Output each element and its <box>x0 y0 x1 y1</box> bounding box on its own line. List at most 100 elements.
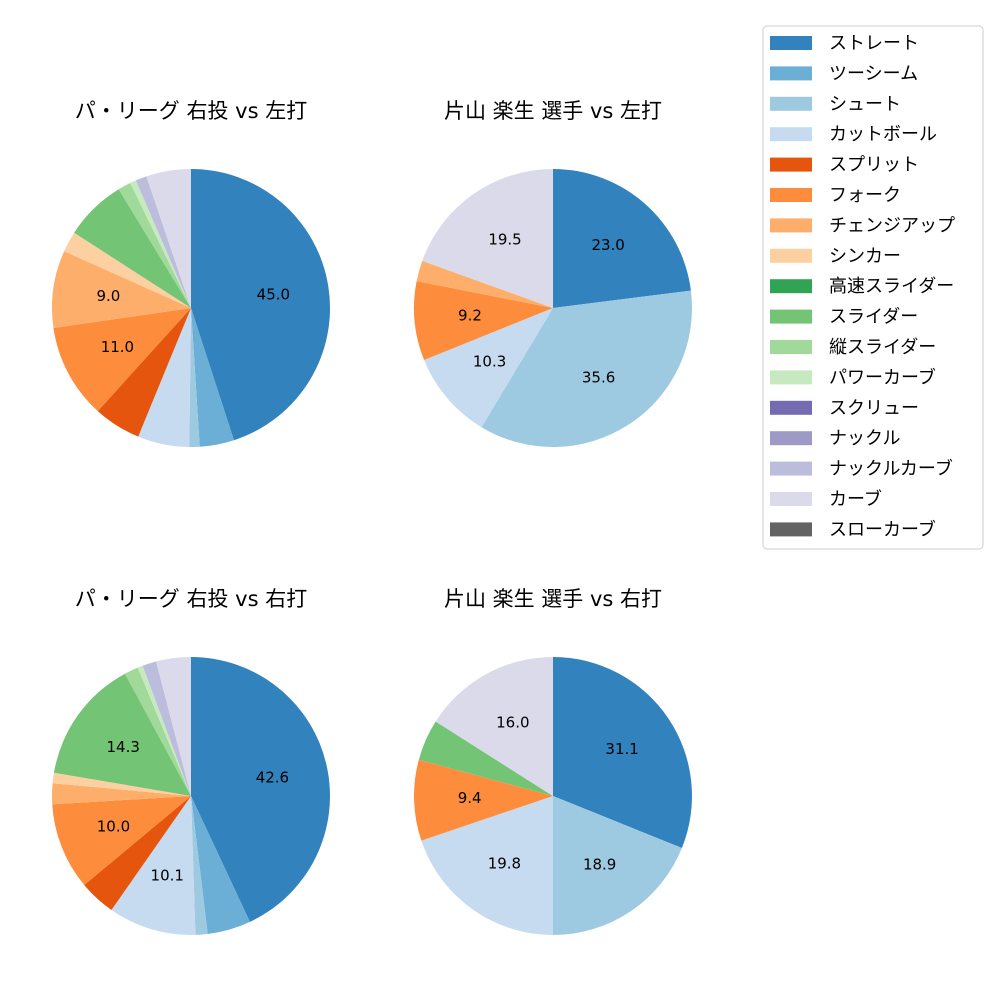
pie-slice <box>422 169 553 308</box>
pie-slice <box>481 290 692 448</box>
legend-label: フォーク <box>829 185 901 206</box>
pie-slice <box>97 308 191 437</box>
legend-frame <box>762 25 984 550</box>
pie-charts: パ・リーグ 右投 vs 左打 45.0 11.0 9.0 片山 楽生 選手 vs 左打 2… <box>51 99 692 936</box>
slice-label: 42.6 <box>256 768 289 786</box>
legend-label: 縦スライダー <box>829 337 936 358</box>
legend-swatch <box>770 127 812 142</box>
legend-swatch <box>770 461 812 476</box>
legend-label: シンカー <box>829 246 901 267</box>
pie-slice <box>156 657 191 796</box>
pie-slice <box>53 308 192 412</box>
legend-swatch <box>770 400 812 415</box>
pie-slice <box>191 796 208 935</box>
pie-slice <box>124 667 191 796</box>
pie-slice <box>553 796 682 935</box>
legend-swatch <box>770 248 812 263</box>
slice-label: 31.1 <box>605 740 638 758</box>
legend: ストレートツーシームシュートカットボールスプリットフォークチェンジアップシンカー… <box>762 25 984 550</box>
legend-label: ストレート <box>829 33 919 54</box>
legend-swatch <box>770 188 812 202</box>
pie-slice <box>130 180 191 308</box>
legend-label: カーブ <box>829 488 882 510</box>
legend-label: スプリット <box>829 155 919 176</box>
pie-slice <box>553 169 691 308</box>
legend-label: スライダー <box>829 307 918 328</box>
pie-slice <box>51 783 191 805</box>
pie-slice <box>52 772 192 796</box>
slice-label: 10.1 <box>151 866 184 884</box>
pie-slice <box>53 673 192 796</box>
pie-slice <box>111 796 196 936</box>
legend-swatch <box>770 492 812 506</box>
legend-swatch <box>770 218 812 233</box>
legend-label: ナックルカーブ <box>829 458 953 480</box>
pie-slice <box>137 665 191 796</box>
legend-swatch <box>770 370 812 385</box>
pie-slice <box>435 657 553 796</box>
legend-swatch <box>770 340 812 354</box>
pie-slice <box>52 251 191 329</box>
pie-slice <box>413 759 553 841</box>
pie-3: パ・リーグ 右投 vs 右打 42.6 10.1 10.0 14.3 <box>51 587 330 936</box>
pie-slice <box>414 281 553 360</box>
pie-2: 片山 楽生 選手 vs 左打 23.0 35.6 10.3 9.2 19.5 <box>414 99 692 448</box>
legend-label: シュート <box>829 94 901 115</box>
pie-slice <box>418 721 553 796</box>
legend-label: カットボール <box>829 124 937 145</box>
legend-label: パワーカーブ <box>829 366 936 388</box>
legend-swatch <box>770 96 812 111</box>
pie-slice <box>421 796 553 935</box>
slice-label: 10.0 <box>97 817 130 835</box>
slice-label: 35.6 <box>582 368 615 386</box>
slice-label: 9.4 <box>458 789 482 807</box>
slice-label: 14.3 <box>107 738 140 756</box>
pie-slice <box>191 796 250 934</box>
legend-label: ツーシーム <box>829 63 918 84</box>
pie-title: パ・リーグ 右投 vs 左打 <box>75 99 307 123</box>
pie-4: 片山 楽生 選手 vs 右打 31.1 18.9 19.8 9.4 16.0 <box>413 587 692 935</box>
pie-slice <box>189 308 200 448</box>
pie-slice <box>191 308 234 447</box>
legend-label: 高速スライダー <box>829 276 954 297</box>
pie-slice <box>64 232 191 308</box>
pie-slice <box>52 796 191 886</box>
pie-slice <box>138 308 191 447</box>
pie-slice <box>424 308 553 428</box>
pie-slice <box>191 169 331 441</box>
legend-label: スクリュー <box>829 398 919 419</box>
legend-swatch <box>770 431 812 446</box>
pie-slice <box>553 657 692 848</box>
pie-title: パ・リーグ 右投 vs 右打 <box>75 587 307 611</box>
slice-label: 9.0 <box>96 287 120 305</box>
legend-swatch <box>770 522 812 537</box>
slice-label: 18.9 <box>583 856 616 874</box>
pie-slice <box>142 661 191 796</box>
pie-slice <box>84 796 191 910</box>
slice-label: 11.0 <box>101 338 134 356</box>
slice-label: 23.0 <box>591 236 624 254</box>
slice-label: 19.5 <box>488 230 521 248</box>
pie-slice <box>416 260 553 308</box>
pie-slice <box>191 657 330 922</box>
slice-label: 19.8 <box>488 854 521 872</box>
legend-label: ナックル <box>829 428 900 449</box>
legend-swatch <box>770 279 812 294</box>
legend-label: チェンジアップ <box>829 215 955 236</box>
legend-swatch <box>770 66 812 81</box>
legend-swatch <box>770 36 812 50</box>
slice-label: 16.0 <box>496 713 529 731</box>
pie-title: 片山 楽生 選手 vs 右打 <box>444 587 662 611</box>
pie-slice <box>146 169 191 308</box>
legend-label: スローカーブ <box>829 518 936 540</box>
pie-title: 片山 楽生 選手 vs 左打 <box>444 99 662 123</box>
legend-swatch <box>770 309 812 324</box>
slice-label: 45.0 <box>257 285 290 303</box>
slice-label: 9.2 <box>458 306 482 324</box>
pie-1: パ・リーグ 右投 vs 左打 45.0 11.0 9.0 <box>52 99 331 448</box>
pie-slice <box>74 189 191 308</box>
slice-label: 10.3 <box>473 353 506 371</box>
pie-slice <box>118 182 191 308</box>
pie-slice <box>135 176 191 308</box>
